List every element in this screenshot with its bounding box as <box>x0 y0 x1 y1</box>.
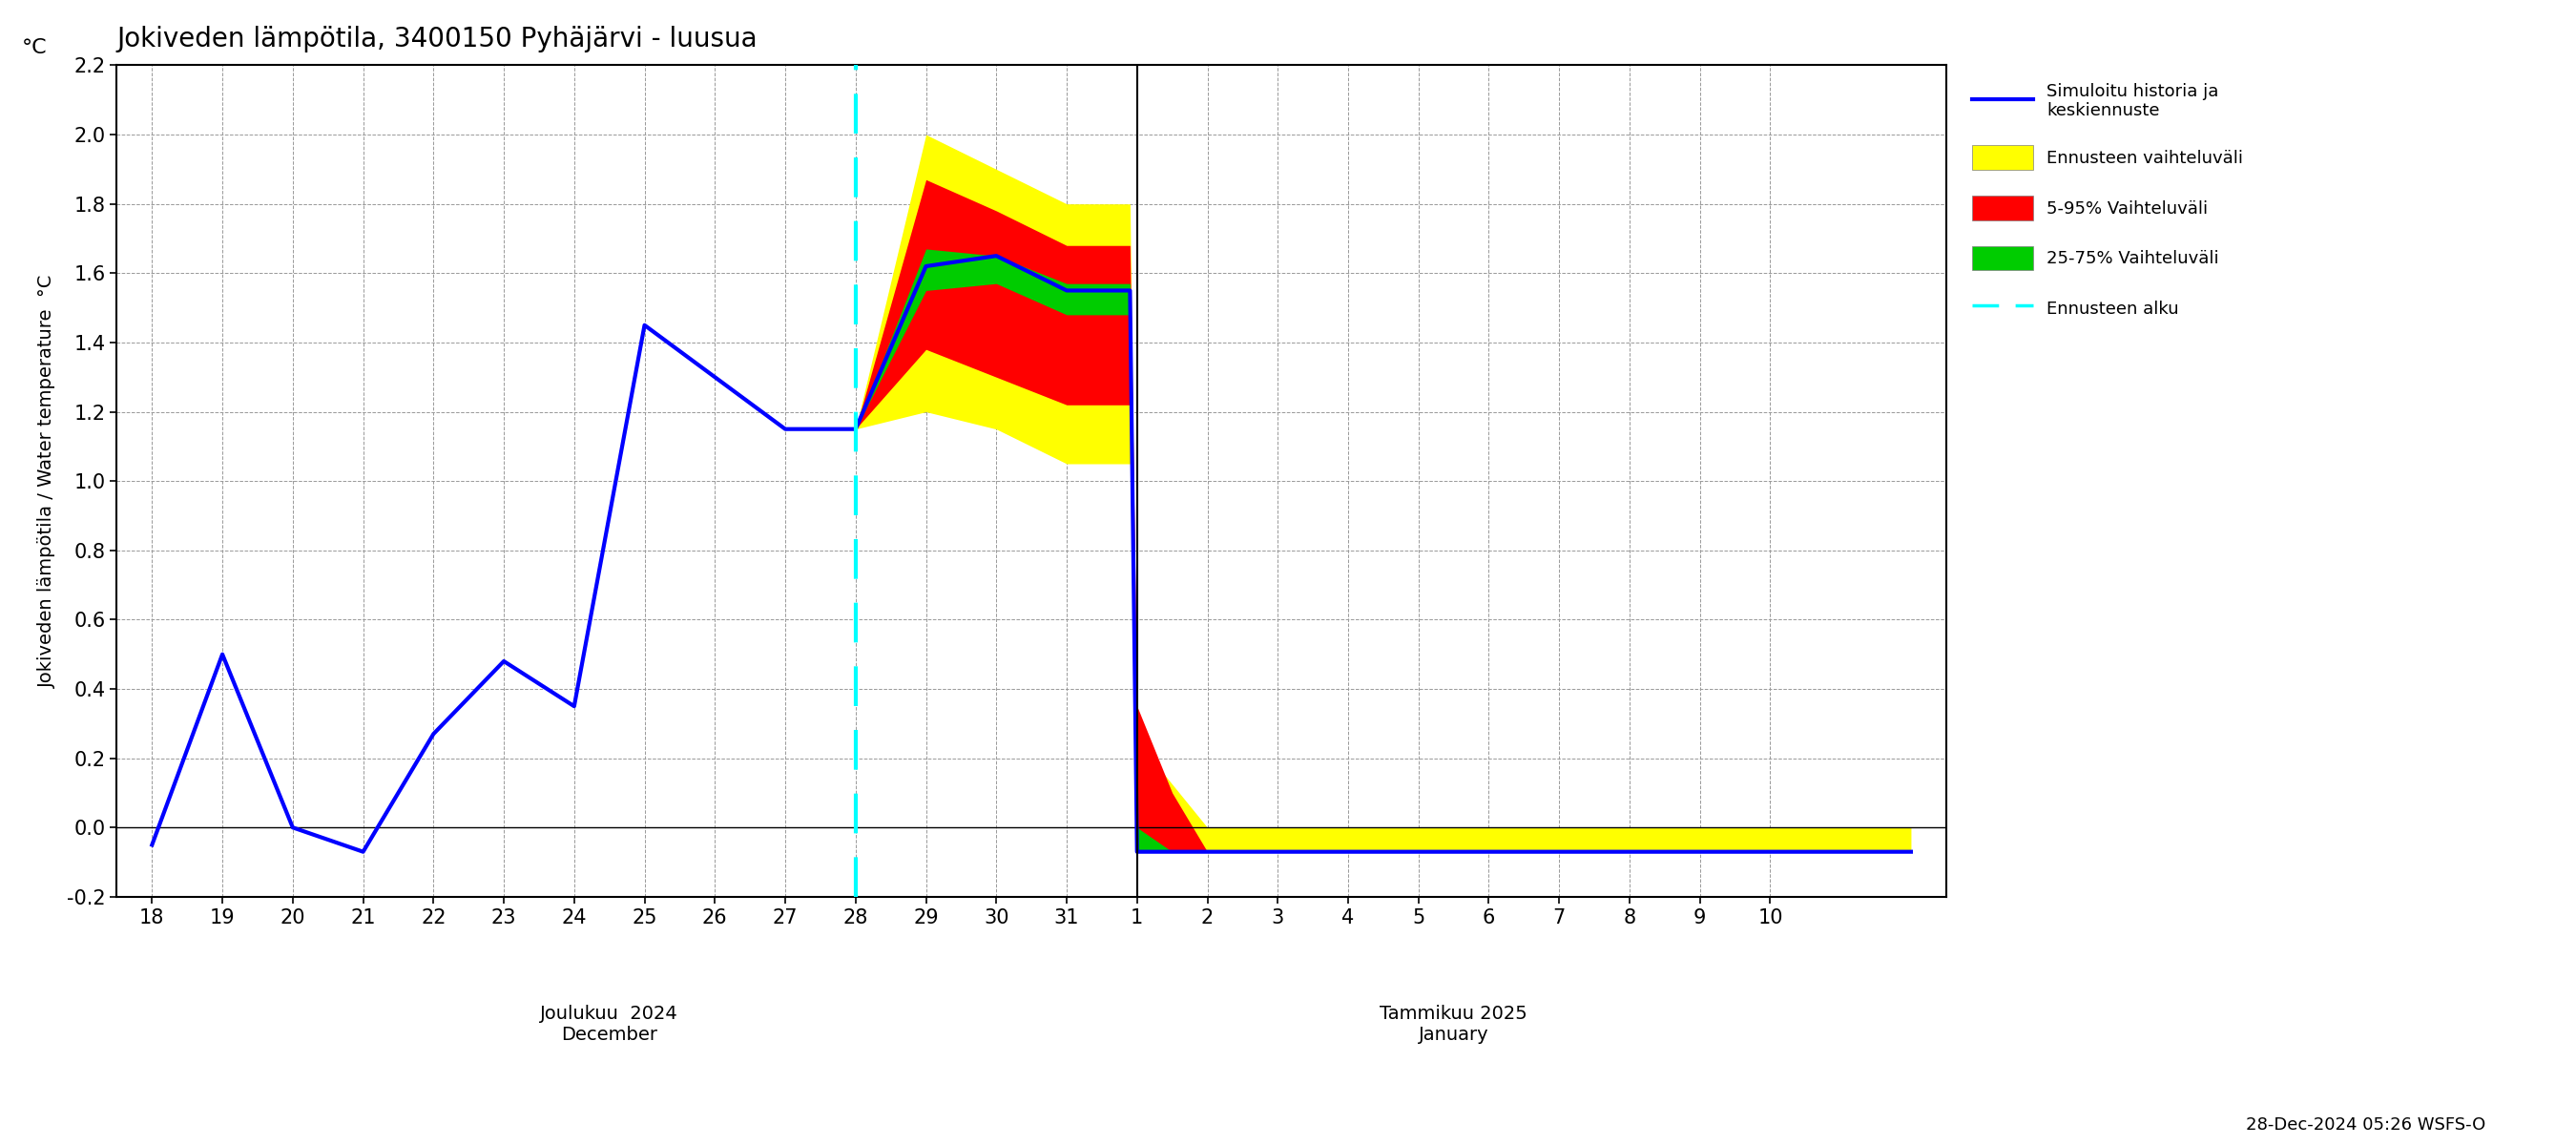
Legend: Simuloitu historia ja
keskiennuste, Ennusteen vaihteluväli, 5-95% Vaihteluväli, : Simuloitu historia ja keskiennuste, Ennu… <box>1963 74 2251 329</box>
Text: Tammikuu 2025
January: Tammikuu 2025 January <box>1381 1005 1528 1044</box>
Text: 28-Dec-2024 05:26 WSFS-O: 28-Dec-2024 05:26 WSFS-O <box>2246 1116 2486 1134</box>
Text: Jokiveden lämpötila, 3400150 Pyhäjärvi - luusua: Jokiveden lämpötila, 3400150 Pyhäjärvi -… <box>116 25 757 53</box>
Text: Joulukuu  2024
December: Joulukuu 2024 December <box>541 1005 677 1044</box>
Text: °C: °C <box>21 38 46 57</box>
Y-axis label: Jokiveden lämpötila / Water temperature  °C: Jokiveden lämpötila / Water temperature … <box>39 275 57 688</box>
